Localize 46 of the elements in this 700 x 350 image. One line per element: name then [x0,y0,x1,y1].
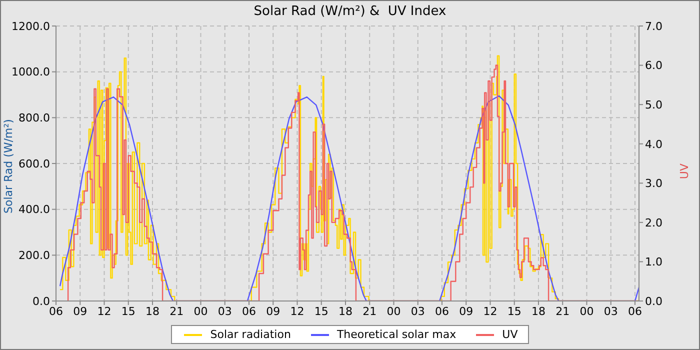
x-tick-label: 18 [531,304,546,318]
y2-tick-label: 4.0 [645,138,662,151]
x-tick-label: 21 [170,304,184,318]
y-tick-label: 0.0 [32,294,50,308]
y2-tick-label: 2.0 [645,216,662,230]
y2-tick-label: 1.0 [645,256,662,269]
x-tick-label: 00 [386,304,401,318]
x-tick-label: 06 [242,304,256,318]
x-tick-label: 21 [362,304,377,318]
x-tick-label: 06 [49,304,63,318]
x-tick-label: 00 [194,304,208,318]
y-tick-label: 200.0 [18,249,50,262]
x-tick-label: 15 [121,304,136,318]
legend-label: Theoretical solar max [336,328,456,341]
chart-title: Solar Rad (W/m²) & UV Index [252,3,448,21]
y-axis-title: Solar Rad (W/m²) [2,119,15,214]
x-tick-label: 21 [556,304,570,318]
x-tick-label: 15 [507,304,522,318]
y-tick-label: 400.0 [18,203,50,216]
y2-tick-label: 6.0 [645,59,662,72]
y-tick-label: 1000.0 [12,66,50,79]
x-tick-label: 09 [266,304,280,318]
y-tick-label: 600.0 [18,157,50,170]
x-tick-label: 03 [218,304,232,318]
y2-tick-label: 7.0 [645,20,662,33]
y2-tick-label: 3.0 [645,177,662,190]
x-tick-label: 09 [73,304,88,318]
y-tick-label: 1200.0 [12,20,50,33]
y-tick-label: 800.0 [18,112,50,125]
x-tick-label: 12 [290,304,304,318]
x-tick-label: 12 [483,304,498,318]
x-tick-label: 09 [459,304,474,318]
y2-tick-label: 0.0 [645,294,662,308]
y2-axis-title: UV [678,163,691,180]
legend-label: UV [502,328,518,341]
x-tick-label: 00 [580,304,594,318]
x-tick-label: 03 [410,304,425,318]
x-tick-label: 06 [434,304,449,318]
legend-label: Solar radiation [210,328,291,341]
y2-tick-label: 5.0 [645,98,662,112]
x-tick-label: 06 [628,304,642,318]
x-tick-label: 18 [145,304,160,318]
x-tick-label: 12 [97,304,112,318]
x-tick-label: 18 [338,304,352,318]
x-tick-label: 03 [604,304,618,318]
x-tick-label: 15 [314,304,328,318]
